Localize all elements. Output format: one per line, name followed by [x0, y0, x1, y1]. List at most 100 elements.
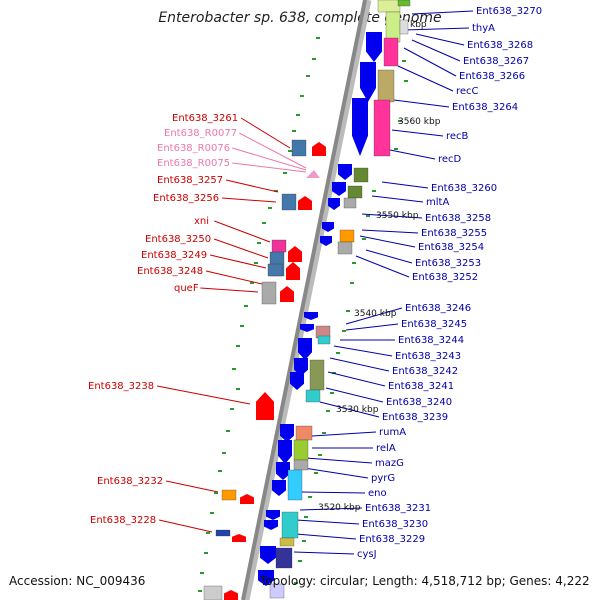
gene-label-minus: queF — [174, 283, 199, 294]
gene-arrow-minus — [232, 534, 246, 542]
leader-line — [214, 220, 271, 243]
cog-block — [347, 185, 363, 199]
cog-block — [279, 537, 295, 547]
cog-block — [377, 0, 401, 13]
leader-line — [301, 491, 366, 494]
gene-arrow-plus — [338, 164, 352, 180]
leader-line — [240, 117, 291, 149]
gene-arrow-plus — [298, 338, 312, 360]
tick-mark — [257, 242, 261, 244]
tick-mark — [302, 540, 306, 542]
leader-line — [365, 249, 413, 264]
kbp-label: kbp — [410, 20, 427, 30]
gene-label-plus: Ent638_3254 — [418, 242, 484, 253]
gene-arrow-plus — [352, 98, 368, 156]
tick-mark — [218, 470, 222, 472]
gene-label-plus: Ent638_3266 — [459, 71, 525, 82]
leader-line — [295, 533, 357, 540]
leader-line — [397, 65, 454, 92]
leader-line — [361, 229, 419, 234]
tick-mark — [283, 172, 287, 174]
tick-mark — [240, 325, 244, 327]
tick-mark — [226, 430, 230, 432]
gene-arrow-plus — [280, 424, 294, 442]
tick-mark — [316, 37, 320, 39]
gene-arrow-plus — [366, 32, 382, 62]
tick-mark — [210, 512, 214, 514]
leader-line — [403, 47, 457, 77]
gene-label-plus: rumA — [379, 427, 406, 438]
gene-arrow-minus — [298, 196, 312, 210]
tick-mark — [366, 215, 370, 217]
genome-backbone — [241, 0, 367, 600]
cog-block — [317, 335, 331, 345]
cog-block — [385, 11, 401, 43]
gene-label-plus: mazG — [375, 458, 404, 469]
gene-label-plus: Ent638_3246 — [405, 303, 471, 314]
tick-mark — [204, 552, 208, 554]
cog-block — [339, 229, 355, 243]
leader-line — [225, 179, 279, 193]
leader-line — [415, 33, 465, 46]
gene-arrow-plus — [332, 182, 346, 196]
leader-line — [355, 255, 410, 278]
leader-line — [232, 162, 307, 173]
gene-arrow-plus — [266, 510, 280, 520]
tick-mark — [304, 516, 308, 518]
leader-line — [222, 197, 277, 203]
cog-block — [261, 281, 277, 305]
tick-mark — [312, 58, 316, 60]
kbp-label: 3550 kbp — [376, 211, 419, 221]
leader-line — [329, 357, 390, 372]
gene-label-plus: Ent638_3270 — [476, 6, 542, 17]
leader-line — [158, 519, 213, 533]
leader-line — [293, 551, 355, 555]
cog-block — [337, 241, 353, 255]
cog-block — [309, 359, 325, 391]
gene-arrow-minus — [280, 286, 294, 302]
tick-mark — [300, 95, 304, 97]
gene-label-minus: Ent638_3232 — [97, 476, 163, 487]
gene-arrow-minus — [312, 142, 326, 156]
kbp-label: 3530 kbp — [336, 405, 379, 415]
gene-label-plus: Ent638_3258 — [425, 213, 491, 224]
gene-label-plus: Ent638_3242 — [392, 366, 458, 377]
cog-block — [281, 511, 299, 539]
leader-line — [325, 387, 384, 403]
tick-mark — [198, 590, 202, 592]
leader-line — [345, 307, 403, 325]
tick-mark — [214, 492, 218, 494]
cog-block — [383, 37, 399, 67]
leader-line — [333, 345, 393, 357]
tick-mark — [394, 148, 398, 150]
gene-arrow-plus — [322, 222, 334, 232]
cog-block — [291, 139, 307, 157]
tick-mark — [308, 496, 312, 498]
gene-label-plus: Ent638_3240 — [386, 397, 452, 408]
gene-label-plus: thyA — [472, 23, 495, 34]
tick-mark — [296, 114, 300, 116]
leader-line — [319, 401, 380, 418]
tick-mark — [322, 432, 326, 434]
cog-block — [373, 99, 391, 157]
gene-arrow-plus — [258, 570, 274, 586]
tick-mark — [336, 352, 340, 354]
leader-line — [165, 480, 219, 493]
cog-block — [275, 547, 293, 569]
gene-label-plus: Ent638_3239 — [382, 412, 448, 423]
cog-block — [271, 239, 287, 253]
tick-mark — [404, 80, 408, 82]
leader-line — [389, 149, 436, 160]
gene-label-plus: Ent638_3243 — [395, 351, 461, 362]
gene-label-plus: Ent638_3264 — [452, 102, 518, 113]
gene-label-minus: Ent638_3248 — [137, 266, 203, 277]
tick-mark — [268, 207, 272, 209]
leader-line — [200, 287, 259, 293]
tick-mark — [232, 368, 236, 370]
tick-mark — [342, 330, 346, 332]
gene-label-plus: relA — [376, 443, 396, 454]
cog-block — [295, 425, 313, 441]
tick-mark — [402, 60, 406, 62]
leader-line — [393, 99, 450, 108]
cog-block — [287, 469, 303, 501]
